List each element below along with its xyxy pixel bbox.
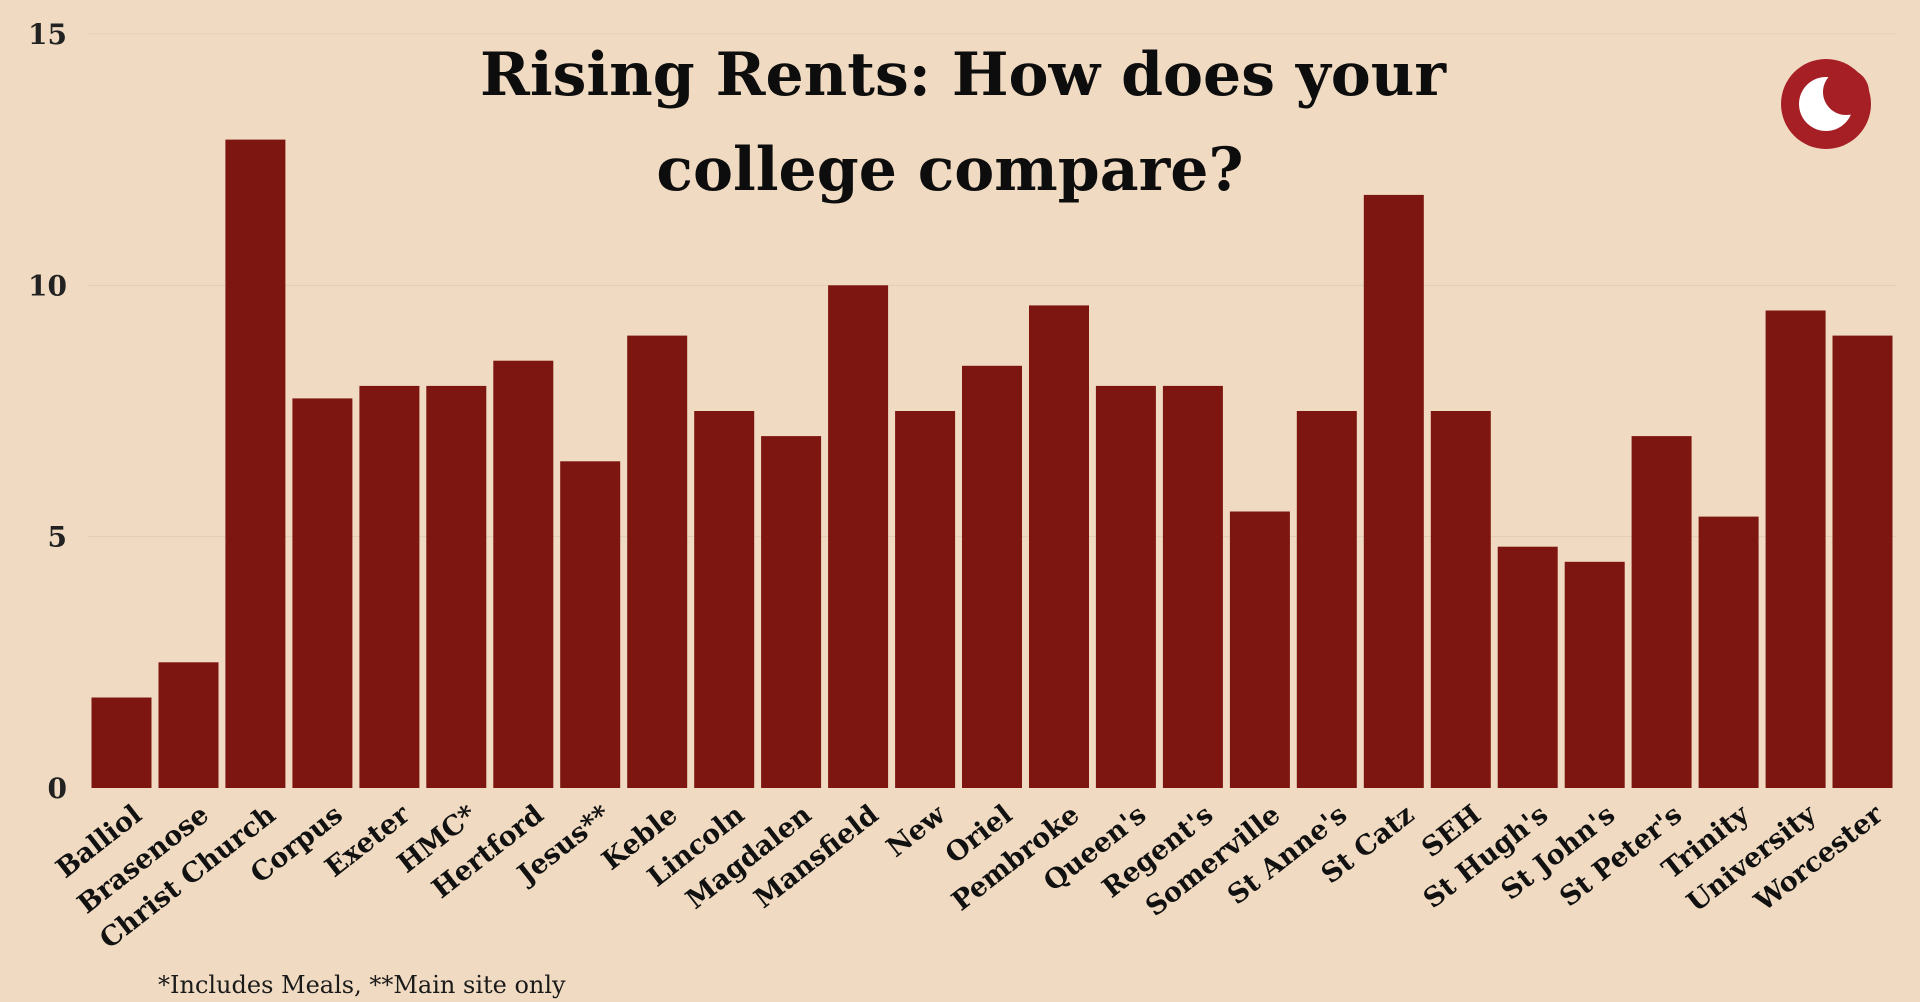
y-axis: 0 5 10 15 bbox=[28, 18, 67, 805]
bar bbox=[1564, 561, 1625, 788]
bar bbox=[359, 385, 420, 788]
footnote: *Includes Meals, **Main site only bbox=[158, 971, 566, 999]
bar bbox=[1296, 411, 1357, 788]
y-tick-label: 0 bbox=[48, 772, 67, 805]
bar bbox=[1832, 335, 1893, 788]
bar bbox=[292, 398, 353, 788]
bar bbox=[1095, 385, 1156, 788]
bar bbox=[1162, 385, 1223, 788]
bar bbox=[1229, 511, 1290, 788]
bar bbox=[828, 285, 889, 788]
bar bbox=[91, 697, 152, 788]
y-tick-label: 5 bbox=[48, 521, 67, 554]
bar bbox=[158, 662, 219, 788]
chart-title-line-1: Rising Rents: How does your bbox=[480, 40, 1447, 110]
bar bbox=[962, 365, 1022, 788]
bar bbox=[493, 360, 554, 788]
chart-title-line-2: college compare? bbox=[656, 135, 1243, 205]
x-tick-label: New bbox=[881, 799, 952, 864]
bar bbox=[1631, 436, 1692, 788]
y-tick-label: 10 bbox=[28, 269, 67, 302]
bar bbox=[1363, 194, 1424, 788]
bar bbox=[895, 411, 956, 788]
bar bbox=[1029, 305, 1089, 788]
bar bbox=[761, 436, 822, 788]
bars bbox=[91, 139, 1893, 789]
crescent-c-logo-icon bbox=[1781, 59, 1871, 149]
bar bbox=[627, 335, 688, 788]
bar bbox=[1497, 546, 1558, 788]
bar bbox=[225, 139, 286, 789]
bar bbox=[1698, 516, 1759, 788]
bar bbox=[1765, 310, 1826, 788]
bar bbox=[426, 385, 487, 788]
bar bbox=[1430, 411, 1491, 788]
y-tick-label: 15 bbox=[28, 18, 67, 51]
bar bbox=[560, 461, 621, 788]
bar bbox=[694, 411, 755, 788]
